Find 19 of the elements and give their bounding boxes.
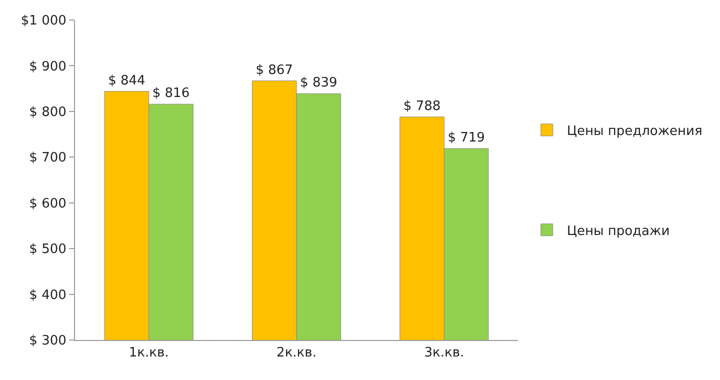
y-tick-label: $ 800: [29, 104, 66, 120]
data-label: $ 788: [403, 98, 441, 114]
y-tick-label: $1 000: [20, 14, 66, 29]
legend-label: Цены предложения: [566, 124, 702, 140]
data-label: $ 844: [108, 73, 146, 88]
x-tick-label: 1к.кв.: [128, 346, 169, 361]
data-label: $ 816: [152, 86, 190, 102]
y-tick-label: $ 700: [29, 150, 66, 166]
data-label: $ 719: [448, 130, 485, 146]
y-tick-label: $ 600: [29, 196, 66, 212]
legend-label: Цены продажи: [566, 224, 670, 239]
y-tick-label: $ 300: [29, 334, 66, 349]
x-tick-label: 3к.кв.: [424, 346, 464, 361]
y-tick-label: $ 900: [29, 59, 66, 74]
y-tick-label: $ 500: [29, 242, 66, 258]
data-label: $ 867: [256, 62, 293, 78]
data-label: $ 839: [300, 76, 338, 91]
y-tick-label: $ 400: [29, 288, 66, 303]
x-tick-label: 2к.кв.: [276, 346, 316, 361]
